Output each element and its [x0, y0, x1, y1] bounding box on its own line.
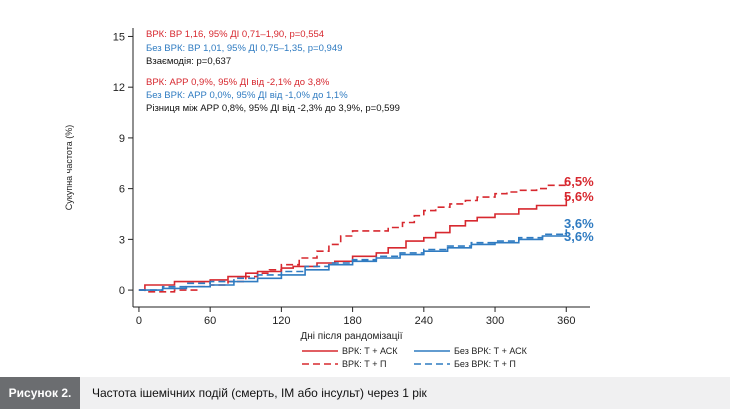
caption-text: Частота ішемічних подій (смерть, ІМ або …: [80, 377, 730, 409]
series-end-label: 3,6%: [564, 216, 594, 231]
series-group: [138, 180, 568, 293]
y-tick-label: 0: [119, 285, 125, 297]
y-tick-label: 6: [119, 184, 125, 196]
legend-label: Без ВРК: Т + АСК: [454, 346, 528, 356]
annotation-text: Взаємодія: p=0,637: [146, 56, 231, 67]
annotation-text: Без ВРК: ВР 1,01, 95% ДІ 0,75–1,35, p=0,…: [146, 43, 342, 54]
legend: ВРК: Т + АСК ВРК: Т + П Без ВРК: Т + АСК Бе…: [302, 346, 528, 369]
series-end-label: 6,5%: [564, 174, 594, 189]
axes: 0 3 6 9 12 15 0 60 120 180 240 300 360 Дні після ранд…: [64, 28, 590, 342]
x-tick-label: 360: [557, 315, 575, 327]
series-end-label: 3,6%: [564, 229, 594, 244]
series-line: [138, 195, 568, 291]
annotation-text: Без ВРК: АРР 0,0%, 95% ДІ від -1,0% до 1…: [146, 90, 348, 101]
x-tick-label: 240: [415, 315, 433, 327]
end-labels: 5,6%6,5% 3,6%3,6%: [564, 174, 594, 244]
chart-annotations: ВРК: ВР 1,16, 95% ДІ 0,71–1,90, p=0,554 Б…: [146, 29, 400, 114]
x-tick-label: 120: [272, 315, 290, 327]
series-end-label: 5,6%: [564, 189, 594, 204]
y-tick-label: 9: [119, 133, 125, 145]
caption-label: Рисунок 2.: [0, 377, 80, 409]
chart: 0 3 6 9 12 15 0 60 120 180 240 300 360 Дні після ранд…: [64, 28, 594, 369]
x-tick-label: 60: [204, 315, 216, 327]
y-tick-label: 12: [113, 82, 125, 94]
series-line: [138, 180, 568, 293]
annotation-text: ВРК: АРР 0,9%, 95% ДІ від -2,1% до 3,8%: [146, 77, 330, 88]
x-axis-label: Дні після рандомізації: [301, 331, 403, 342]
figure-caption: Рисунок 2. Частота ішемічних подій (смер…: [0, 377, 730, 409]
legend-label: Без ВРК: Т + П: [454, 359, 516, 369]
y-tick-label: 3: [119, 234, 125, 246]
annotation-text: Різниця між АРР 0,8%, 95% ДІ від -2,3% д…: [146, 103, 400, 114]
x-tick-label: 300: [486, 315, 504, 327]
annotation-text: ВРК: ВР 1,16, 95% ДІ 0,71–1,90, p=0,554: [146, 29, 324, 40]
series-line: [138, 229, 568, 291]
x-tick-label: 0: [136, 315, 142, 327]
legend-label: ВРК: Т + АСК: [342, 346, 398, 356]
y-axis-label: Сукупна частота (%): [64, 125, 74, 210]
legend-label: ВРК: Т + П: [342, 359, 386, 369]
x-tick-label: 180: [343, 315, 361, 327]
y-tick-label: 15: [113, 31, 125, 43]
